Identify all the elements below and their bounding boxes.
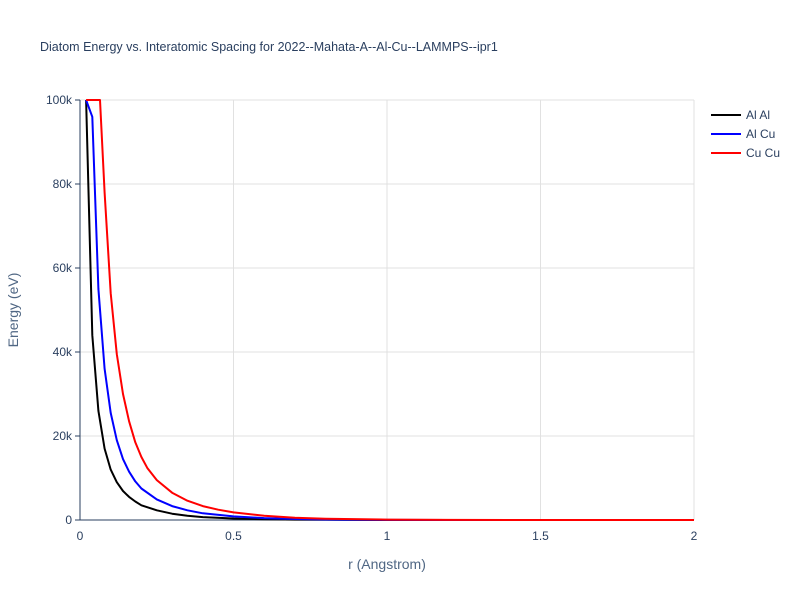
x-axis-title: r (Angstrom) [348, 556, 426, 572]
legend-item[interactable]: Cu Cu [711, 146, 780, 160]
legend-label: Al Al [746, 108, 770, 122]
x-tick-label: 0.5 [225, 529, 242, 543]
x-tick-label: 0 [77, 529, 84, 543]
y-tick-label: 100k [46, 93, 73, 107]
series-lines [85, 99, 694, 521]
y-axis-title: Energy (eV) [5, 273, 21, 348]
chart-title: Diatom Energy vs. Interatomic Spacing fo… [40, 40, 498, 54]
y-axis-tick-labels: 0 20k 40k 60k 80k 100k [46, 93, 80, 527]
series-line-cu-cu [86, 99, 694, 521]
x-tick-label: 2 [691, 529, 698, 543]
x-tick-label: 1 [384, 529, 391, 543]
y-tick-label: 60k [53, 261, 73, 275]
series-line-al-cu [85, 99, 694, 521]
legend-label: Cu Cu [746, 146, 780, 160]
grid-lines [80, 99, 695, 520]
y-tick-label: 20k [53, 429, 73, 443]
x-axis-tick-labels: 0 0.5 1 1.5 2 [77, 529, 698, 543]
y-tick-label: 80k [53, 177, 73, 191]
series-line-al-al [85, 99, 694, 521]
legend-label: Al Cu [746, 127, 775, 141]
legend-item[interactable]: Al Al [711, 108, 770, 122]
y-tick-label: 40k [53, 345, 73, 359]
y-tick-label: 0 [65, 513, 72, 527]
x-tick-label: 1.5 [532, 529, 549, 543]
legend-item[interactable]: Al Cu [711, 127, 775, 141]
legend[interactable]: Al Al Al Cu Cu Cu [711, 108, 780, 160]
